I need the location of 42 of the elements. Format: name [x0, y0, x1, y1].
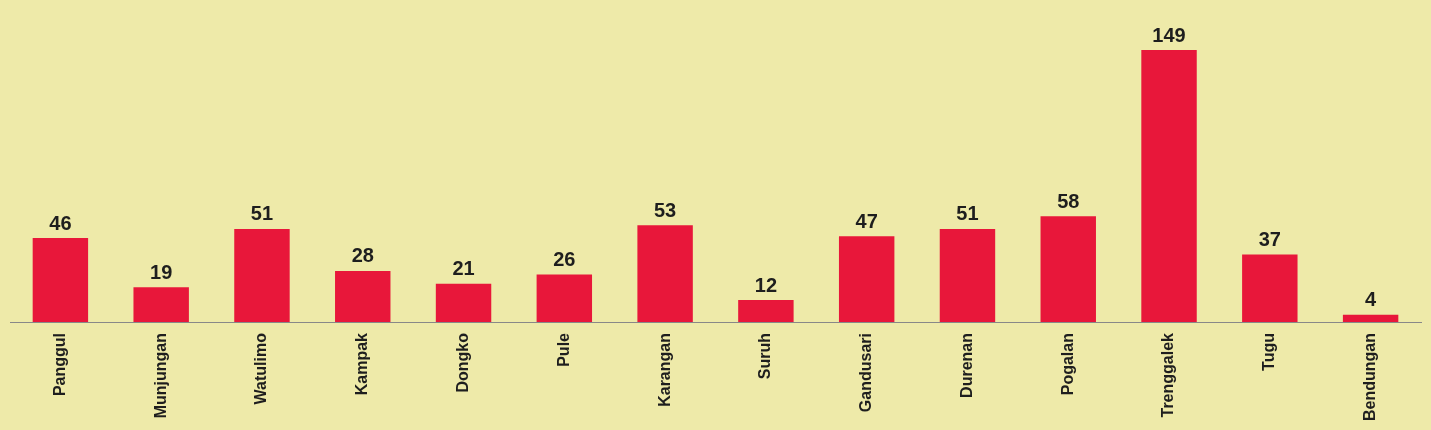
- bar: [133, 287, 189, 323]
- x-tick-label: Karangan: [655, 333, 673, 407]
- x-tick-label: Watulimo: [252, 332, 270, 405]
- x-tick-label: Kampak: [353, 332, 371, 396]
- bar: [738, 300, 794, 323]
- bar: [1141, 50, 1197, 323]
- data-label: 21: [452, 257, 475, 280]
- x-tick-label: Bendungan: [1361, 333, 1379, 422]
- data-label: 53: [653, 198, 677, 221]
- data-label: 26: [553, 248, 576, 271]
- data-label: 19: [150, 260, 173, 283]
- x-tick-label: Durenan: [957, 333, 975, 398]
- data-label: 149: [1152, 23, 1186, 46]
- x-tick-label: Tugu: [1260, 333, 1278, 371]
- bar: [335, 270, 391, 323]
- bar: [536, 274, 593, 323]
- data-label: 28: [351, 244, 374, 267]
- data-label: 51: [956, 202, 979, 225]
- bar: [838, 236, 895, 323]
- bar: [1342, 314, 1399, 323]
- data-label: 12: [754, 273, 778, 296]
- x-tick-label: Dongko: [453, 332, 471, 393]
- x-tick-label: Pogalan: [1058, 333, 1076, 396]
- bar: [1242, 254, 1298, 323]
- data-label: 47: [855, 209, 878, 232]
- x-tick-label: Munjungan: [151, 333, 169, 419]
- bar: [1040, 216, 1096, 323]
- data-label: 46: [49, 211, 72, 234]
- bar: [435, 283, 492, 323]
- bar: [939, 228, 996, 323]
- bar: [637, 225, 693, 323]
- x-tick-label: Suruh: [756, 333, 774, 380]
- data-label: 37: [1258, 228, 1281, 250]
- bar: [32, 238, 89, 323]
- x-tick-label: Panggul: [50, 333, 68, 397]
- data-label: 4: [1365, 288, 1378, 311]
- x-tick-label: Trenggalek: [1159, 332, 1177, 418]
- x-tick-label: Pule: [554, 332, 572, 367]
- data-label: 58: [1057, 189, 1080, 212]
- bar: [234, 228, 290, 323]
- x-tick-label: Gandusari: [857, 333, 875, 413]
- data-label: 51: [250, 202, 274, 225]
